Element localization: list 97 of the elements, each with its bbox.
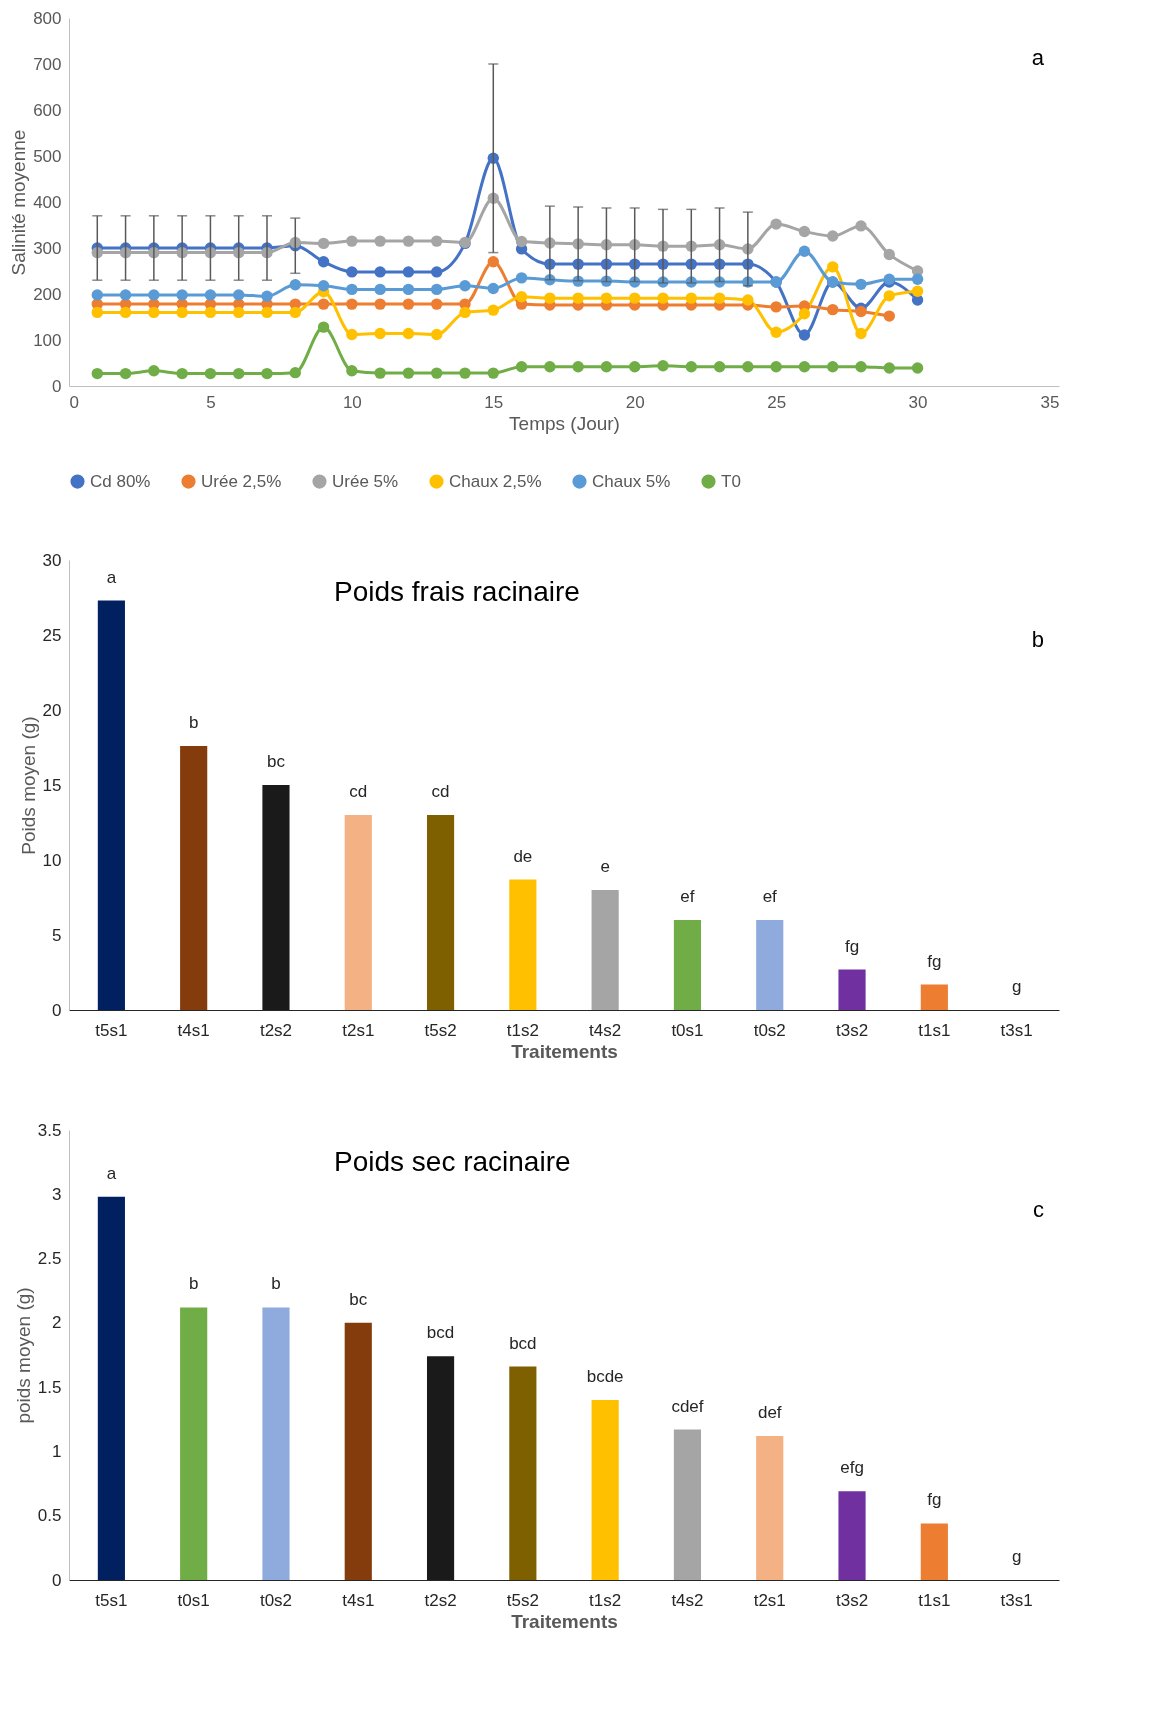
y-tick-label: 20	[42, 700, 62, 720]
y-tick-label: 10	[42, 850, 62, 870]
x-tick-label: 10	[342, 392, 362, 412]
x-tick-label: t4s2	[589, 1020, 622, 1040]
y-tick-label: 500	[33, 146, 62, 166]
x-tick-label: t4s1	[342, 1590, 375, 1610]
x-tick-label: t1s2	[506, 1020, 539, 1040]
text: Poids frais racinaire	[334, 576, 580, 607]
y-tick-label: 800	[33, 8, 62, 28]
x-tick-label: t5s1	[95, 1590, 128, 1610]
data-label: g	[1011, 1547, 1022, 1566]
data-label: b	[188, 1274, 199, 1294]
x-tick-label: t2s2	[424, 1590, 457, 1610]
x-tick-label: t2s1	[753, 1590, 786, 1610]
x-tick-label: t0s1	[671, 1020, 704, 1040]
data-label: fg	[927, 951, 942, 971]
data-label: bc	[266, 752, 286, 771]
x-tick-label: 15	[484, 392, 504, 412]
y-tick-label: 600	[33, 100, 62, 120]
data-label: cdef	[671, 1396, 704, 1416]
x-axis-title: Traitements	[511, 1040, 618, 1062]
data-label: def	[757, 1403, 782, 1422]
legend-label: Cd 80%	[90, 471, 151, 491]
x-axis-title: Temps (Jour)	[509, 412, 620, 434]
x-tick-label: t5s2	[424, 1020, 457, 1040]
y-tick-label: 200	[33, 284, 62, 304]
legend-label: Chaux 2,5%	[449, 471, 542, 491]
x-tick-label: 35	[1040, 392, 1060, 412]
y-tick-label: 3	[52, 1184, 62, 1204]
y-tick-label: 1	[52, 1441, 62, 1461]
y-axis-title: Poids moyen (g)	[17, 716, 39, 855]
data-label: cd	[431, 782, 450, 801]
x-tick-label: 25	[767, 392, 787, 412]
y-tick-label: 700	[33, 54, 62, 74]
x-axis-title: Traitements	[511, 1610, 618, 1632]
x-tick-label: t2s1	[342, 1020, 375, 1040]
x-tick-label: 5	[206, 392, 216, 412]
x-tick-label: t4s1	[177, 1020, 210, 1040]
x-tick-label: 20	[625, 392, 645, 412]
annotation: c	[1033, 1197, 1044, 1222]
x-tick-label: 30	[908, 392, 928, 412]
y-tick-label: 3.5	[37, 1120, 62, 1140]
x-tick-label: t5s2	[506, 1590, 539, 1610]
legend-label: Urée 5%	[332, 471, 399, 491]
data-label: fg	[844, 936, 860, 956]
data-label: bc	[349, 1289, 368, 1309]
data-label: e	[600, 857, 610, 876]
x-tick-label: t2s2	[259, 1020, 293, 1040]
x-tick-label: t5s1	[95, 1020, 128, 1040]
y-tick-label: 2	[52, 1313, 62, 1333]
y-tick-label: 400	[33, 192, 62, 212]
data-label: bcd	[509, 1333, 537, 1353]
data-label: de	[513, 846, 533, 866]
x-tick-label: t3s2	[835, 1590, 869, 1610]
data-label: a	[106, 1163, 117, 1183]
x-tick-label: t3s1	[1000, 1020, 1033, 1040]
data-label: bcd	[426, 1323, 455, 1343]
y-tick-label: 25	[42, 625, 62, 645]
y-tick-label: 15	[42, 775, 62, 795]
x-tick-label: t3s2	[835, 1020, 869, 1040]
y-tick-label: 0	[52, 1570, 62, 1590]
data-label: ef	[762, 887, 778, 906]
text: Poids sec racinaire	[334, 1146, 571, 1177]
legend-label: Chaux 5%	[592, 471, 671, 491]
x-tick-label: t0s1	[177, 1590, 210, 1610]
x-tick-label: t0s2	[259, 1590, 293, 1610]
y-tick-label: 0	[52, 376, 62, 396]
annotation: a	[1031, 45, 1045, 70]
data-label: g	[1011, 977, 1022, 996]
legend-label: T0	[721, 471, 741, 491]
x-tick-label: t1s2	[589, 1590, 622, 1610]
y-axis-title: Salinité moyenne	[8, 129, 30, 276]
y-tick-label: 2.5	[37, 1249, 62, 1269]
x-tick-label: t1s1	[918, 1590, 951, 1610]
legend-label: Urée 2,5%	[201, 471, 282, 491]
y-axis-title: poids moyen (g)	[12, 1287, 34, 1424]
data-label: a	[106, 567, 117, 587]
y-tick-label: 5	[52, 925, 62, 945]
data-label: ef	[680, 887, 695, 906]
data-label: efg	[840, 1458, 864, 1478]
y-tick-label: 300	[33, 238, 62, 258]
data-label: fg	[927, 1490, 942, 1510]
y-tick-label: 0	[52, 1000, 62, 1020]
x-tick-label: t1s1	[918, 1020, 951, 1040]
y-tick-label: 30	[42, 550, 62, 570]
data-label: cd	[349, 782, 368, 801]
data-label: bcde	[586, 1367, 624, 1386]
data-label: b	[271, 1274, 281, 1294]
x-tick-label: t3s1	[1000, 1590, 1033, 1610]
y-tick-label: 1.5	[37, 1377, 62, 1397]
y-tick-label: 0.5	[37, 1506, 62, 1526]
x-tick-label: 0	[69, 392, 79, 412]
x-tick-label: t4s2	[671, 1590, 704, 1610]
annotation: b	[1031, 627, 1044, 652]
x-tick-label: t0s2	[753, 1020, 786, 1040]
data-label: b	[188, 713, 199, 732]
y-tick-label: 100	[33, 330, 62, 350]
